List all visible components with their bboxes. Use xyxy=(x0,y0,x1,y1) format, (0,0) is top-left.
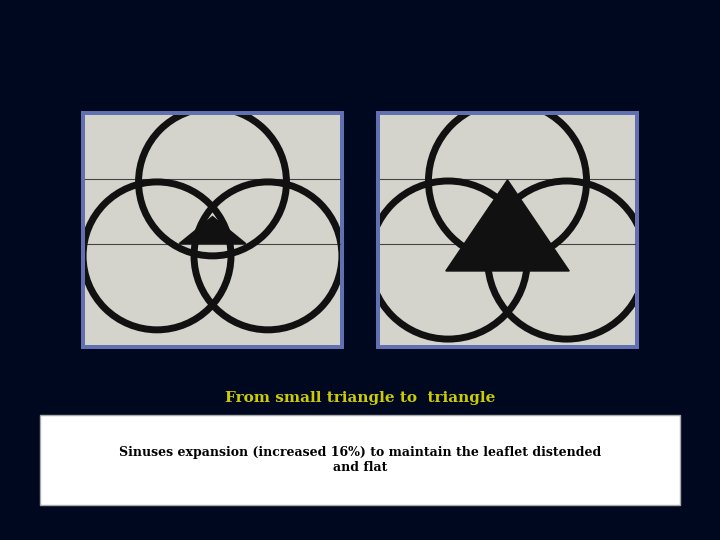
Bar xyxy=(40,415,680,505)
Polygon shape xyxy=(179,217,246,244)
Polygon shape xyxy=(0,0,720,90)
Bar xyxy=(380,115,635,345)
Text: From small triangle to  triangle: From small triangle to triangle xyxy=(225,391,495,405)
Bar xyxy=(376,111,639,349)
Text: Sinuses expansion (increased 16%) to maintain the leaflet distended
and flat: Sinuses expansion (increased 16%) to mai… xyxy=(119,446,601,474)
Polygon shape xyxy=(446,180,570,271)
Bar xyxy=(81,111,344,349)
Bar xyxy=(85,115,340,345)
